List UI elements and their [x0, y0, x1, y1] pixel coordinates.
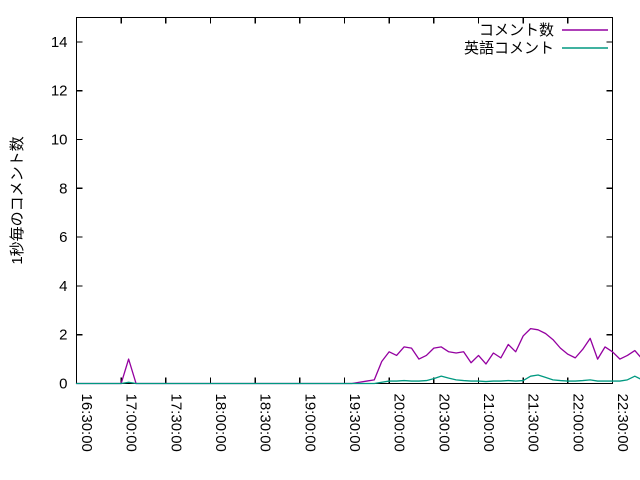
- x-tick-label: 18:30:00: [257, 394, 274, 452]
- y-axis-ticks: 0 2 4 6 8 10 12 14: [51, 34, 613, 393]
- y-tick-label: 0: [59, 376, 67, 393]
- x-tick-label: 19:00:00: [301, 394, 318, 452]
- x-tick-label: 20:30:00: [435, 394, 452, 452]
- x-tick-label: 19:30:00: [346, 394, 363, 452]
- y-tick-label: 2: [59, 327, 67, 344]
- y-tick-label: 14: [51, 34, 68, 51]
- y-tick-label: 6: [59, 229, 67, 246]
- x-tick-label: 21:30:00: [525, 394, 542, 452]
- y-tick-label: 12: [51, 83, 68, 100]
- series-line-1: [75, 327, 640, 385]
- y-axis-label-text: 1秒毎のコメント数: [9, 136, 26, 264]
- legend-label-2: 英語コメント: [464, 39, 554, 57]
- x-tick-label: 22:30:00: [614, 394, 631, 452]
- x-tick-label: 16:30:00: [78, 394, 95, 452]
- x-tick-label: 20:00:00: [391, 394, 408, 452]
- x-tick-label: 22:00:00: [569, 394, 586, 452]
- x-tick-label: 21:00:00: [480, 394, 497, 452]
- series-lines: [75, 327, 640, 385]
- y-tick-label: 10: [51, 132, 68, 149]
- x-tick-label: 17:30:00: [167, 394, 184, 452]
- legend-label-1: コメント数: [479, 22, 554, 39]
- x-tick-label: 17:00:00: [123, 394, 140, 452]
- y-tick-label: 8: [59, 180, 67, 197]
- x-tick-label: 18:00:00: [212, 394, 229, 452]
- y-tick-label: 4: [59, 278, 67, 295]
- y-axis-label: 1秒毎のコメント数: [9, 136, 26, 264]
- x-axis-ticks: 16:30:00 17:00:00 17:30:00 18:00:00 18:30:00…: [75, 17, 631, 452]
- series-line-2: [75, 374, 640, 385]
